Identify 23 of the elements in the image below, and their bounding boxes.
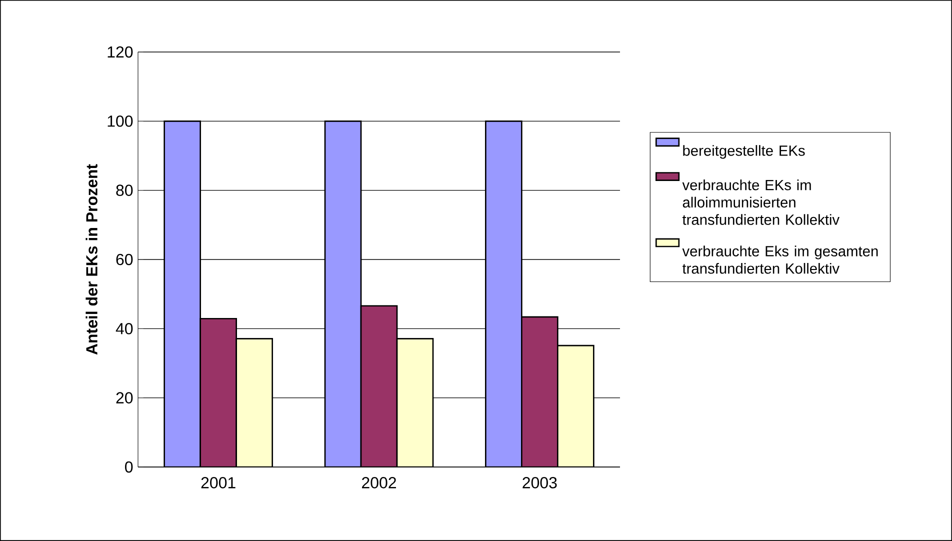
bar — [556, 344, 594, 467]
y-tick-label: 80 — [116, 184, 133, 196]
y-tick-label: 120 — [108, 46, 133, 58]
bar — [236, 338, 274, 467]
bar — [164, 120, 202, 467]
bar — [396, 338, 434, 467]
legend-label: bereitgestellte EKs — [683, 145, 805, 159]
y-tick-label: 40 — [116, 322, 133, 334]
bar — [521, 316, 558, 467]
bar — [324, 120, 362, 467]
bar — [360, 305, 398, 467]
y-axis-title: Anteil der EKs in Prozent — [86, 164, 98, 355]
text: verbrauchte Eks im gesamten transfundierten Kollektiv — [682, 246, 878, 274]
x-tick-label: 2001 — [201, 477, 236, 488]
y-tick-label: 60 — [116, 254, 133, 266]
y-tick-label: 20 — [116, 392, 133, 404]
y-tick-label: 0 — [125, 461, 133, 473]
bar — [200, 318, 238, 467]
x-tick-label: 2002 — [362, 477, 396, 488]
y-tick-label: 100 — [108, 115, 133, 127]
bar — [485, 120, 522, 467]
x-tick-label: 2003 — [522, 477, 557, 488]
text: verbrauchte EKs im alloimmunisierten transfundierten Kollektiv — [682, 179, 840, 225]
